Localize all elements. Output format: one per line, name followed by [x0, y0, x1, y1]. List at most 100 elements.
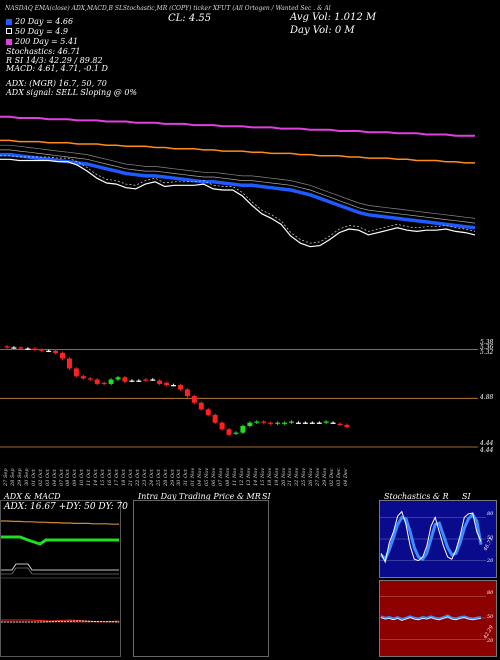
candle	[288, 421, 294, 423]
price-tick-4.88: 4.88	[480, 394, 494, 401]
candle	[18, 347, 24, 349]
candle	[302, 422, 308, 424]
stoch-panel-title: Stochastics & R	[384, 492, 449, 501]
price-tick-5.32: 5.32	[480, 349, 494, 356]
adx-line	[1, 520, 119, 525]
intraday-panel	[133, 500, 269, 657]
candle	[261, 421, 267, 423]
candle	[4, 346, 10, 348]
stochastics-r-readout: R SI 14/3: 42.29 / 89.82	[6, 56, 103, 65]
candle	[11, 347, 17, 349]
stoch-tick-80: 80	[487, 511, 494, 517]
day-vol-label: Day Vol: 0 M	[290, 25, 355, 36]
candle	[323, 421, 329, 423]
dy-line	[1, 563, 119, 571]
candle	[101, 382, 107, 385]
candle	[233, 432, 239, 434]
candle	[108, 379, 114, 384]
candle	[157, 380, 163, 384]
candle	[53, 350, 59, 353]
intraday-panel-title: Intra Day Trading Price & MR	[138, 492, 261, 501]
candle	[136, 380, 142, 382]
candle	[32, 348, 38, 350]
price-tick-4.44a: 4.44	[480, 440, 494, 447]
ema50-swatch	[6, 28, 12, 34]
candle	[87, 378, 93, 380]
ema200-label: 200 Day = 5.41	[15, 37, 79, 46]
stoch-si-line	[379, 512, 483, 562]
ema-series-0	[0, 115, 475, 137]
candle	[268, 422, 274, 424]
adx-panel-readout: ADX: 16.67 +DY: 50 DY: 70	[4, 502, 128, 512]
ema20-label: 20 Day = 4.66	[15, 17, 74, 26]
intraday-panel-si: SI	[262, 492, 271, 501]
adx-signal-readout: ADX signal: SELL Sloping @ 0%	[6, 88, 138, 97]
candle	[60, 352, 66, 359]
ema-series-2	[0, 152, 476, 230]
mr-tick-80: 80	[487, 590, 494, 596]
adx-panel-title: ADX & MACD	[4, 492, 61, 501]
ema-series-1	[0, 139, 475, 164]
header-line: NASDAQ EMA(close) ADX,MACD,B SLStochasti…	[5, 5, 331, 12]
adx-panel	[0, 500, 121, 657]
candle	[46, 350, 52, 352]
candle	[150, 379, 156, 381]
candle	[330, 422, 336, 424]
candle	[226, 429, 232, 435]
stoch-tick-20: 20	[487, 558, 494, 564]
candle	[240, 425, 246, 433]
stoch-panel-si: SI	[462, 492, 471, 501]
candle	[66, 358, 72, 369]
avg-vol-label: Avg Vol: 1.012 M	[290, 12, 377, 23]
candle	[344, 424, 350, 428]
candle	[177, 385, 183, 390]
candle	[212, 414, 218, 423]
candle	[73, 368, 79, 377]
candle	[337, 423, 343, 425]
ema200-swatch	[6, 39, 12, 45]
candle	[171, 385, 177, 387]
candle	[80, 376, 86, 379]
plus-dy-line	[1, 535, 119, 546]
ema-band-upper	[0, 149, 476, 224]
macd-signal-line	[1, 620, 120, 623]
candle	[247, 422, 253, 426]
stoch-k-line	[380, 510, 482, 564]
candle	[316, 422, 322, 424]
macd-readout: MACD: 4.61, 4.71, -0.1 D	[6, 64, 108, 73]
ema-close-dotted	[0, 155, 476, 244]
candle	[282, 422, 288, 424]
candle	[198, 402, 204, 410]
candle	[122, 377, 128, 382]
candle	[143, 379, 149, 381]
price-tick-5.36: 5.36	[480, 344, 494, 351]
candle	[275, 422, 281, 424]
mr-tick-50: 50	[487, 614, 494, 620]
candle	[191, 396, 197, 403]
ema20-swatch	[6, 19, 12, 25]
candle	[309, 422, 315, 424]
candle	[115, 377, 121, 380]
ema-series-3	[0, 158, 476, 248]
ema50-label: 50 Day = 4.9	[15, 27, 68, 36]
candle	[205, 409, 211, 415]
candle	[129, 380, 135, 382]
mr-blue-line	[380, 614, 482, 621]
close-label: CL: 4.55	[168, 13, 212, 24]
candle	[25, 348, 31, 350]
candle	[295, 422, 301, 424]
price-tick-5.38: 5.38	[480, 339, 494, 346]
ema-band-outer	[0, 144, 476, 219]
mr-tick-20: 20	[487, 638, 494, 644]
candle	[164, 382, 170, 386]
price-tick-4.44b: 4.44	[480, 447, 494, 454]
adx-readout: ADX: (MGR) 16.7, 50, 70	[6, 79, 107, 88]
candle	[184, 389, 190, 397]
candle	[39, 349, 45, 351]
candle	[219, 422, 225, 430]
candle	[254, 421, 260, 423]
candle	[94, 379, 100, 384]
